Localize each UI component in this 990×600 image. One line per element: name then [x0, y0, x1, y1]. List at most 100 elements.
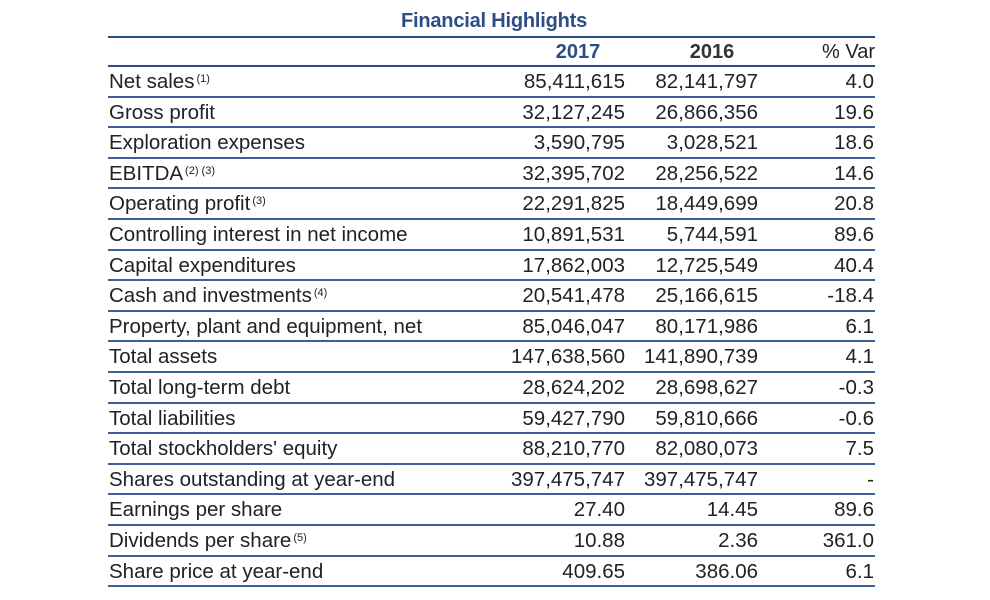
row-label: EBITDA (2) (3)	[109, 159, 215, 188]
value-pct-var: -0.3	[838, 375, 874, 399]
row-label-text: Operating profit	[109, 192, 251, 216]
table-row: Gross profit 32,127,245 26,866,356 19.6	[108, 98, 875, 129]
value-2017: 28,624,202	[522, 375, 625, 399]
row-label-text: Total liabilities	[109, 406, 236, 430]
value-pct-var: 361.0	[822, 528, 874, 552]
value-2016: 12,725,549	[655, 253, 758, 277]
value-2016: 82,141,797	[655, 70, 758, 93]
value-2017: 88,210,770	[522, 437, 625, 461]
row-label: Gross profit	[109, 98, 215, 127]
value-pct-var: 4.0	[845, 70, 875, 93]
value-2017: 20,541,478	[522, 284, 625, 308]
row-label: Total liabilities	[109, 404, 235, 433]
table-row: Controlling interest in net income 10,891…	[108, 220, 875, 251]
table-row: Share price at year-end 409.65 386.06 6.1	[108, 557, 875, 588]
row-label: Earnings per share	[109, 495, 282, 524]
value-2017: 85,046,047	[522, 314, 625, 338]
footnote-marker: (4)	[313, 287, 328, 300]
row-label-text: Capital expenditures	[109, 253, 296, 277]
table-title: Financial Highlights	[400, 10, 587, 32]
table-row: Dividends per share (5) 10.88 2.36 361.0	[108, 526, 875, 557]
value-2016: 3,028,521	[666, 131, 758, 155]
value-pct-var: 4.1	[845, 345, 875, 369]
value-2016: 59,810,666	[655, 406, 758, 430]
value-2017: 32,127,245	[522, 100, 625, 124]
column-header-row: 2017 2016 % Var	[108, 39, 875, 65]
value-pct-var: 89.6	[834, 498, 874, 522]
value-2017: 3,590,795	[533, 131, 625, 155]
footnote-marker: (1)	[196, 73, 210, 85]
row-label: Dividends per share (5)	[109, 526, 307, 555]
value-2017: 27.40	[573, 498, 625, 522]
value-pct-var: -0.6	[838, 406, 874, 430]
row-label: Capital expenditures	[109, 251, 296, 280]
table-row: Net sales (1) 85,411,615 82,141,797 4.0	[108, 67, 875, 98]
value-2016: 141,890,739	[643, 345, 758, 369]
row-label-text: Total stockholders' equity	[109, 437, 338, 461]
table-row: Total long-term debt 28,624,202 28,698,627…	[108, 373, 875, 404]
value-2017: 10,891,531	[522, 222, 625, 246]
value-pct-var: 19.6	[834, 100, 874, 124]
value-2016: 18,449,699	[655, 192, 758, 216]
row-label: Shares outstanding at year-end	[109, 465, 395, 494]
value-2016: 25,166,615	[655, 284, 758, 308]
table-row: Total stockholders' equity 88,210,770 82,0…	[108, 434, 875, 465]
row-label: Total long-term debt	[109, 373, 290, 402]
row-label-text: Shares outstanding at year-end	[109, 467, 396, 491]
value-2017: 147,638,560	[510, 345, 625, 369]
value-2017: 59,427,790	[522, 406, 625, 430]
row-label: Net sales (1)	[109, 67, 210, 96]
row-label-text: Total assets	[109, 345, 218, 369]
footnote-marker: (3)	[252, 195, 266, 208]
header-divider	[108, 65, 875, 67]
table-row: Cash and investments (4) 20,541,478 25,166,…	[108, 281, 875, 312]
value-2016: 28,698,627	[655, 375, 758, 399]
value-pct-var: -18.4	[827, 284, 874, 308]
top-divider	[108, 36, 875, 38]
value-2016: 5,744,591	[666, 222, 758, 246]
financial-table: Net sales (1) 85,411,615 82,141,797 4.0 Gross…	[108, 67, 875, 588]
row-label: Operating profit (3)	[109, 189, 266, 218]
row-label-text: Exploration expenses	[109, 131, 306, 155]
value-2017: 10.88	[573, 528, 625, 552]
row-label-text: Earnings per share	[109, 498, 283, 522]
value-2016: 82,080,073	[655, 437, 758, 461]
value-pct-var: -	[867, 467, 874, 491]
column-header-2017: 2017	[555, 41, 601, 63]
row-label-text: Gross profit	[109, 100, 215, 124]
table-row: Capital expenditures 17,862,003 12,725,549…	[108, 251, 875, 282]
table-row: Exploration expenses 3,590,795 3,028,521 18…	[108, 128, 875, 159]
value-2016: 80,171,986	[655, 314, 758, 338]
value-2016: 397,475,747	[643, 467, 758, 491]
row-label: Controlling interest in net income	[109, 220, 408, 249]
value-2016: 14.45	[706, 498, 758, 522]
row-label: Total assets	[109, 342, 217, 371]
row-label-text: Share price at year-end	[109, 559, 324, 583]
row-label: Property, plant and equipment, net	[109, 312, 422, 341]
value-pct-var: 6.1	[845, 559, 875, 583]
table-row: Property, plant and equipment, net 85,046…	[108, 312, 875, 343]
row-label-text: Property, plant and equipment, net	[109, 314, 423, 338]
value-pct-var: 18.6	[834, 131, 874, 155]
column-header-2016: 2016	[689, 41, 735, 63]
value-pct-var: 89.6	[834, 222, 874, 246]
value-pct-var: 6.1	[845, 314, 875, 338]
value-pct-var: 20.8	[834, 192, 874, 216]
row-label: Exploration expenses	[109, 128, 305, 157]
value-pct-var: 40.4	[834, 253, 874, 277]
value-2017: 17,862,003	[522, 253, 625, 277]
value-2016: 2.36	[718, 528, 758, 552]
value-2017: 85,411,615	[523, 70, 625, 93]
value-pct-var: 7.5	[845, 437, 875, 461]
value-pct-var: 14.6	[834, 161, 874, 185]
value-2017: 32,395,702	[522, 161, 625, 185]
row-label: Cash and investments (4)	[109, 281, 327, 310]
row-label: Total stockholders' equity	[109, 434, 337, 463]
row-label-text: Total long-term debt	[109, 375, 291, 399]
row-label-text: Controlling interest in net income	[109, 222, 408, 246]
row-label: Share price at year-end	[109, 557, 323, 586]
footnote-marker: (5)	[293, 531, 307, 544]
table-row: Total assets 147,638,560 141,890,739 4.1	[108, 342, 875, 373]
footnote-marker: (2) (3)	[185, 164, 215, 177]
row-label-text: Net sales	[109, 70, 195, 93]
